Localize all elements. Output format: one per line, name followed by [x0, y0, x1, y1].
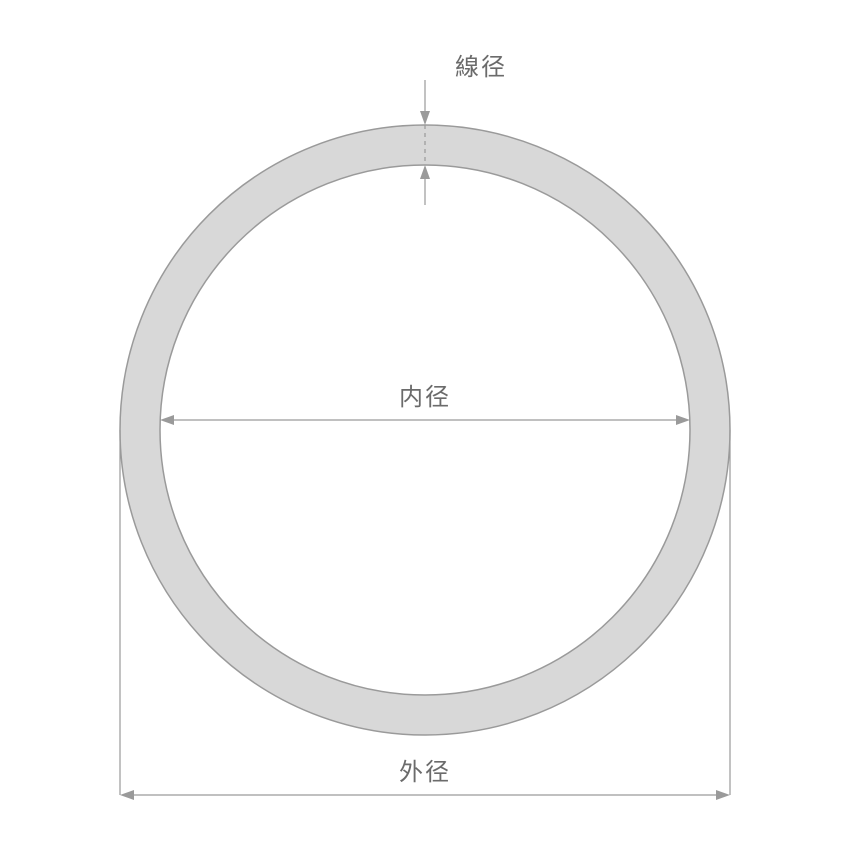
- arrowhead: [120, 790, 134, 800]
- dim-inner-diameter: 内径: [160, 384, 690, 425]
- label-outer-diameter: 外径: [399, 759, 451, 786]
- arrowhead: [420, 111, 430, 125]
- arrowhead: [676, 415, 690, 425]
- label-inner-diameter: 内径: [399, 384, 451, 411]
- ring-annulus: [120, 125, 730, 735]
- arrowhead: [160, 415, 174, 425]
- label-wire-diameter: 線径: [455, 54, 507, 81]
- arrowhead: [716, 790, 730, 800]
- arrowhead: [420, 165, 430, 179]
